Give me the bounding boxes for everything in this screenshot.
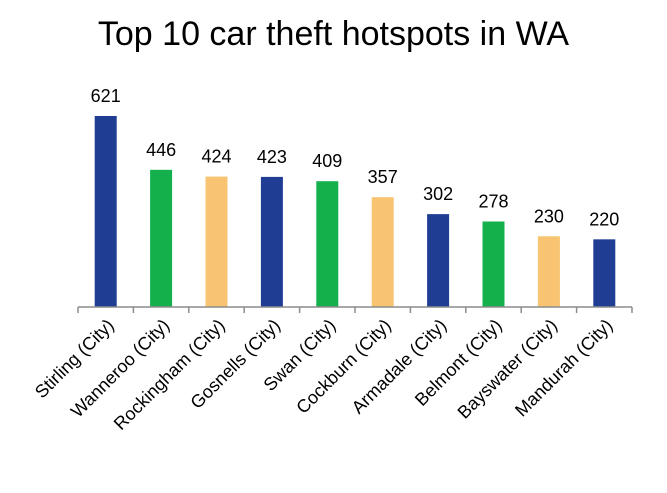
ticks-layer (77, 307, 633, 313)
bar (371, 197, 394, 307)
bar (260, 176, 283, 307)
bar-value-label: 409 (312, 151, 342, 171)
bar-value-label: 357 (368, 167, 398, 187)
bar-value-label: 220 (589, 209, 619, 229)
bar (150, 169, 173, 307)
bar-value-label: 278 (478, 191, 508, 211)
bar-value-label: 621 (91, 86, 121, 106)
bar-value-label: 423 (257, 147, 287, 167)
bar (482, 221, 505, 307)
bar (94, 116, 117, 307)
x-tick-label: Mandurah (City) (511, 315, 616, 420)
bar-value-label: 230 (534, 206, 564, 226)
bar (593, 239, 616, 307)
bars-layer (94, 116, 616, 307)
bar (427, 214, 450, 307)
bar (537, 236, 560, 307)
x-tick-label: Armadale (City) (348, 315, 451, 418)
bar-value-label: 302 (423, 184, 453, 204)
bar (205, 176, 228, 307)
x-tick-label: Cockburn (City) (292, 315, 395, 418)
x-tick-label: Wanneroo (City) (67, 315, 173, 421)
chart-title: Top 10 car theft hotspots in WA (97, 15, 570, 53)
x-tick-label: Bayswater (City) (454, 315, 562, 423)
bar-value-label: 424 (201, 147, 231, 167)
bar (316, 181, 339, 307)
bar-value-label: 446 (146, 140, 176, 160)
